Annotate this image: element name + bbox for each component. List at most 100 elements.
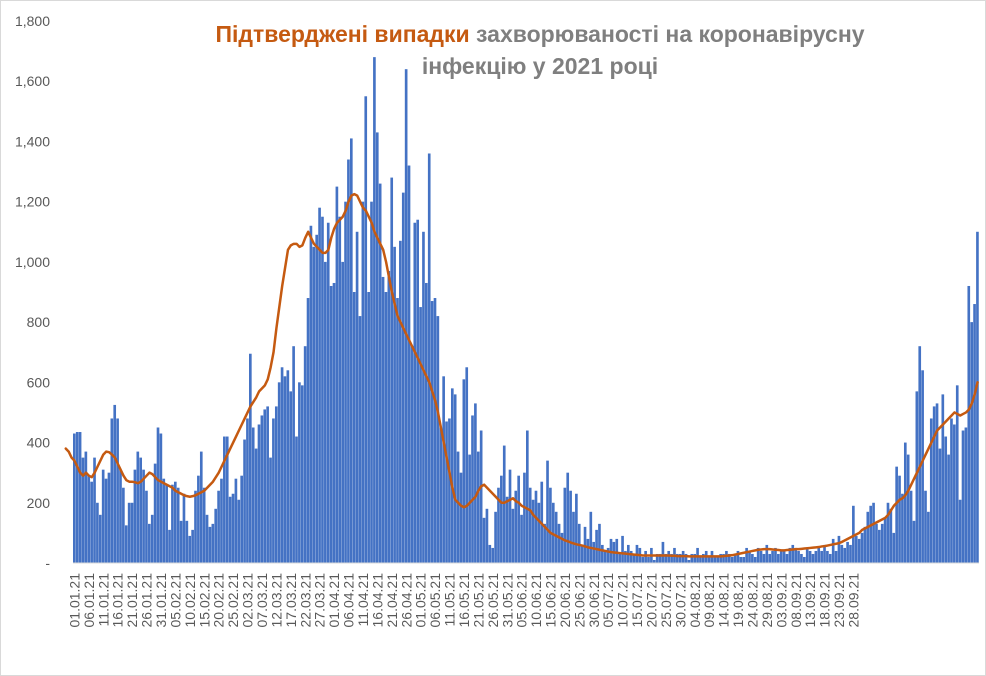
x-tick-label: 06.01.21 bbox=[81, 573, 97, 628]
bar bbox=[802, 556, 806, 563]
bar bbox=[918, 346, 922, 563]
bar bbox=[84, 451, 88, 563]
bar bbox=[603, 550, 607, 563]
x-tick-label: 27.03.21 bbox=[312, 573, 328, 628]
bar bbox=[263, 409, 267, 563]
bar bbox=[214, 508, 218, 563]
bar bbox=[300, 385, 304, 563]
bar bbox=[586, 538, 590, 563]
bar bbox=[554, 511, 558, 563]
bar bbox=[785, 553, 789, 563]
bar bbox=[903, 442, 907, 563]
bar bbox=[898, 475, 901, 563]
bar bbox=[159, 433, 163, 563]
bar bbox=[73, 433, 76, 563]
bar bbox=[347, 159, 350, 563]
bar bbox=[344, 201, 347, 564]
x-tick-label: 31.05.21 bbox=[499, 573, 515, 628]
x-tick-label: 26.05.21 bbox=[485, 573, 501, 628]
bar bbox=[468, 454, 471, 563]
bar bbox=[557, 523, 561, 563]
x-tick-label: 21.05.21 bbox=[470, 573, 486, 628]
bar bbox=[537, 502, 541, 563]
x-tick-label: 11.01.21 bbox=[95, 573, 111, 627]
bar bbox=[756, 547, 760, 563]
y-tick-label: 1,400 bbox=[15, 133, 50, 149]
bar bbox=[136, 451, 140, 563]
bar bbox=[471, 415, 474, 563]
bar bbox=[517, 475, 520, 563]
x-tick-label: 03.09.21 bbox=[773, 573, 789, 628]
bar bbox=[955, 385, 959, 563]
bar bbox=[880, 523, 884, 563]
bar bbox=[78, 432, 82, 563]
bar bbox=[355, 231, 359, 563]
bar bbox=[254, 448, 258, 563]
bar bbox=[502, 445, 506, 563]
bar bbox=[306, 298, 310, 563]
bar bbox=[465, 367, 469, 563]
bar bbox=[332, 282, 336, 563]
bar bbox=[915, 391, 919, 563]
bar bbox=[797, 550, 800, 563]
x-tick-label: 12.03.21 bbox=[268, 573, 284, 628]
bar bbox=[751, 553, 754, 563]
bar bbox=[419, 307, 422, 563]
bar bbox=[246, 418, 249, 563]
bar bbox=[505, 496, 509, 563]
bar bbox=[647, 556, 650, 563]
bar bbox=[814, 550, 818, 563]
bar bbox=[944, 436, 948, 563]
y-tick-label: 800 bbox=[27, 314, 51, 330]
x-tick-label: 11.05.21 bbox=[442, 573, 458, 627]
bar bbox=[497, 487, 500, 563]
x-tick-label: 04.08.21 bbox=[687, 573, 703, 628]
bar bbox=[326, 222, 330, 564]
bar bbox=[251, 427, 255, 563]
bar bbox=[964, 427, 968, 563]
bar bbox=[445, 421, 448, 563]
bar bbox=[318, 207, 321, 563]
bar bbox=[130, 502, 134, 563]
bar bbox=[280, 367, 284, 563]
bar bbox=[453, 394, 457, 563]
bar bbox=[716, 556, 720, 563]
x-tick-label: 21.04.21 bbox=[384, 573, 400, 628]
x-tick-label: 30.06.21 bbox=[586, 573, 602, 628]
x-tick-label: 28.09.21 bbox=[845, 573, 861, 628]
chart-title-highlight: Підтверджені випадки bbox=[215, 21, 470, 47]
bar bbox=[748, 550, 751, 563]
bar bbox=[257, 424, 261, 563]
bar bbox=[399, 240, 402, 563]
bar bbox=[895, 466, 898, 563]
bar bbox=[782, 550, 786, 563]
bar bbox=[560, 532, 564, 563]
bar bbox=[500, 475, 503, 563]
y-tick-label: 600 bbox=[27, 374, 51, 390]
bar bbox=[96, 502, 99, 563]
bar bbox=[407, 165, 411, 563]
bar bbox=[240, 475, 243, 563]
bar bbox=[624, 550, 627, 563]
x-tick-label: 13.09.21 bbox=[802, 573, 818, 628]
x-tick-label: 05.06.21 bbox=[514, 573, 530, 628]
bar bbox=[439, 427, 443, 563]
bar bbox=[826, 550, 829, 563]
bar bbox=[707, 556, 711, 563]
bar bbox=[283, 376, 287, 563]
bar bbox=[176, 487, 180, 563]
x-tick-label: 15.06.21 bbox=[543, 573, 559, 628]
bar bbox=[416, 219, 420, 564]
bar bbox=[970, 322, 973, 563]
bar bbox=[687, 559, 691, 563]
bar bbox=[150, 514, 154, 563]
bar bbox=[811, 553, 815, 563]
x-tick-label: 29.08.21 bbox=[759, 573, 775, 628]
bar bbox=[713, 556, 717, 563]
bar bbox=[872, 502, 875, 563]
bar bbox=[791, 544, 795, 563]
bar bbox=[168, 529, 171, 563]
bar bbox=[947, 454, 950, 563]
chart-title: Підтверджені випадки захворюваності на к… bbox=[190, 18, 890, 82]
bar bbox=[739, 556, 743, 563]
